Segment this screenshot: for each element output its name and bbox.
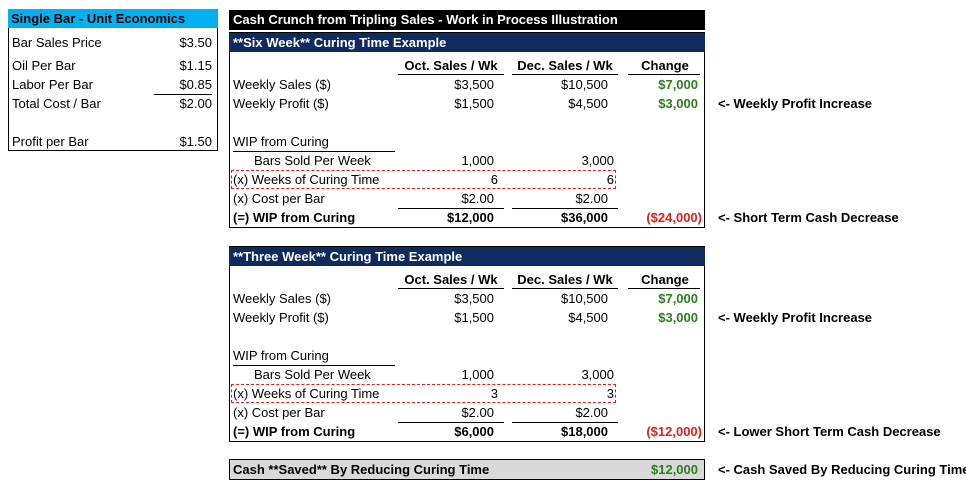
sales-dec: $10,500: [561, 77, 608, 92]
wip-dec: $36,000: [561, 210, 608, 225]
unit-row-label: Profit per Bar: [12, 134, 89, 149]
col-header-dec: Dec. Sales / Wk: [517, 272, 613, 287]
bars-dec: 3,000: [581, 367, 614, 382]
sales-change: $7,000: [658, 291, 698, 306]
cash-saved-note: <- Cash Saved By Reducing Curing Time: [718, 462, 966, 477]
profit-label: Weekly Profit ($): [233, 310, 329, 325]
profit-change: $3,000: [658, 96, 698, 111]
col-header-rule: [512, 288, 618, 289]
wip-label: (=) WIP from Curing: [233, 424, 356, 439]
six-week-panel: [229, 32, 705, 228]
wip-header-rule: [233, 151, 395, 152]
wip-change: ($24,000): [646, 210, 702, 225]
main-title: Cash Crunch from Tripling Sales - Work i…: [229, 10, 705, 30]
unit-row-value: $0.85: [179, 77, 212, 92]
wip-total-rule: [512, 208, 618, 209]
weeks-oct: 6: [490, 172, 498, 187]
col-header-rule: [512, 74, 618, 75]
cash-saved-label: Cash **Saved** By Reducing Curing Time: [233, 462, 490, 477]
weeks-dec: 6: [606, 172, 614, 187]
bars-label: Bars Sold Per Week: [254, 367, 371, 382]
cash-saved-box: [229, 459, 705, 480]
wip-note: <- Short Term Cash Decrease: [718, 210, 899, 225]
col-header-change: Change: [641, 272, 689, 287]
sales-change: $7,000: [658, 77, 698, 92]
three-week-panel: [229, 246, 705, 442]
weeks-label: (x) Weeks of Curing Time: [233, 172, 380, 187]
cost-oct: $2.00: [461, 405, 494, 420]
profit-label: Weekly Profit ($): [233, 96, 329, 111]
unit-total-rule: [154, 94, 212, 95]
cost-dec: $2.00: [575, 405, 608, 420]
col-header-rule: [398, 74, 504, 75]
wip-total-rule: [398, 422, 504, 423]
profit-dec: $4,500: [568, 310, 608, 325]
weeks-dec: 3: [606, 386, 614, 401]
six-week-title: **Six Week** Curing Time Example: [229, 33, 705, 52]
wip-change: ($12,000): [646, 424, 702, 439]
wip-dec: $18,000: [561, 424, 608, 439]
wip-total-rule: [398, 208, 504, 209]
weeks-label: (x) Weeks of Curing Time: [233, 386, 380, 401]
bars-label: Bars Sold Per Week: [254, 153, 371, 168]
sales-label: Weekly Sales ($): [233, 77, 332, 92]
sales-oct: $3,500: [454, 77, 494, 92]
cash-saved-value: $12,000: [651, 462, 698, 477]
unit-row-label: Bar Sales Price: [12, 35, 102, 50]
unit-row-value: $3.50: [179, 35, 212, 50]
wip-note: <- Lower Short Term Cash Decrease: [718, 424, 941, 439]
col-header-change: Change: [641, 58, 689, 73]
profit-dec: $4,500: [568, 96, 608, 111]
col-header-oct: Oct. Sales / Wk: [404, 58, 498, 73]
col-header-dec: Dec. Sales / Wk: [517, 58, 613, 73]
sales-dec: $10,500: [561, 291, 608, 306]
profit-oct: $1,500: [454, 310, 494, 325]
wip-header: WIP from Curing: [233, 348, 329, 363]
unit-row-label: Oil Per Bar: [12, 58, 76, 73]
wip-oct: $12,000: [447, 210, 494, 225]
unit-row-value: $2.00: [179, 96, 212, 111]
weeks-highlight: [231, 170, 616, 189]
unit-row-value: $1.15: [179, 58, 212, 73]
wip-header: WIP from Curing: [233, 134, 329, 149]
unit-row-value: $1.50: [179, 134, 212, 149]
bars-dec: 3,000: [581, 153, 614, 168]
unit-economics-title: Single Bar - Unit Economics: [8, 9, 218, 28]
profit-note: <- Weekly Profit Increase: [718, 96, 873, 111]
profit-change: $3,000: [658, 310, 698, 325]
profit-oct: $1,500: [454, 96, 494, 111]
unit-row-label: Labor Per Bar: [12, 77, 93, 92]
sales-oct: $3,500: [454, 291, 494, 306]
cost-label: (x) Cost per Bar: [233, 405, 325, 420]
weeks-highlight: [231, 384, 616, 403]
col-header-rule: [398, 288, 504, 289]
col-header-rule: [628, 288, 700, 289]
weeks-oct: 3: [490, 386, 498, 401]
wip-oct: $6,000: [454, 424, 494, 439]
cost-oct: $2.00: [461, 191, 494, 206]
col-header-oct: Oct. Sales / Wk: [404, 272, 498, 287]
unit-row-label: Total Cost / Bar: [12, 96, 101, 111]
bars-oct: 1,000: [461, 367, 494, 382]
sales-label: Weekly Sales ($): [233, 291, 332, 306]
col-header-rule: [628, 74, 700, 75]
three-week-title: **Three Week** Curing Time Example: [229, 247, 705, 266]
wip-header-rule: [233, 365, 395, 366]
cost-label: (x) Cost per Bar: [233, 191, 325, 206]
profit-note: <- Weekly Profit Increase: [718, 310, 873, 325]
wip-label: (=) WIP from Curing: [233, 210, 356, 225]
cost-dec: $2.00: [575, 191, 608, 206]
wip-total-rule: [512, 422, 618, 423]
bars-oct: 1,000: [461, 153, 494, 168]
